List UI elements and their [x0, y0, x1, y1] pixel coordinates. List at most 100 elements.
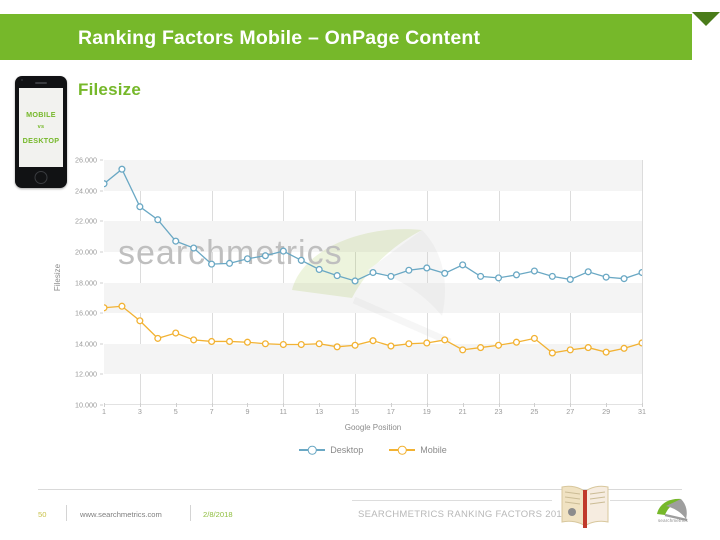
data-point[interactable]: [154, 216, 162, 224]
phone-screen: MOBILE vs DESKTOP: [19, 88, 63, 167]
chart-title: Filesize: [78, 80, 142, 99]
data-point[interactable]: [441, 269, 449, 277]
data-point[interactable]: [494, 274, 503, 282]
x-axis-tick: [426, 403, 428, 407]
legend-item-desktop[interactable]: Desktop: [299, 445, 363, 455]
data-point[interactable]: [369, 268, 377, 277]
data-point[interactable]: [494, 341, 503, 349]
data-point[interactable]: [530, 334, 538, 342]
footer-rule-right: [610, 500, 682, 501]
data-point[interactable]: [172, 237, 180, 245]
data-point[interactable]: [136, 203, 144, 211]
y-axis-tick-label: 26.000: [75, 155, 97, 165]
data-point[interactable]: [459, 261, 467, 269]
y-axis: 26.000 24.000 22.000 20.000 18.000 16.000 14.0…: [52, 155, 103, 410]
x-axis-tick: [534, 403, 536, 407]
data-point[interactable]: [225, 337, 234, 346]
data-point[interactable]: [387, 342, 395, 350]
data-point[interactable]: [225, 259, 234, 267]
data-point[interactable]: [512, 271, 521, 279]
y-axis-tick: [100, 190, 103, 192]
footer-separator: [190, 505, 191, 521]
data-point[interactable]: [512, 338, 521, 346]
data-point[interactable]: [243, 255, 252, 263]
phone-home-button-icon: [34, 171, 48, 184]
data-point[interactable]: [405, 266, 413, 274]
data-point[interactable]: [423, 264, 431, 272]
data-point[interactable]: [638, 339, 642, 347]
data-point[interactable]: [243, 338, 252, 346]
data-point[interactable]: [548, 349, 556, 357]
data-point[interactable]: [387, 272, 395, 280]
y-axis-tick: [100, 220, 103, 222]
data-point[interactable]: [477, 344, 485, 352]
data-point[interactable]: [261, 340, 269, 348]
data-point[interactable]: [297, 340, 305, 349]
x-axis-tick: [606, 403, 608, 407]
x-axis-tick-label: 25: [530, 407, 539, 416]
data-point[interactable]: [315, 265, 323, 274]
data-point[interactable]: [566, 275, 574, 283]
data-point[interactable]: [190, 244, 198, 252]
data-point[interactable]: [104, 304, 108, 312]
data-point[interactable]: [208, 260, 216, 268]
data-point[interactable]: [261, 252, 269, 260]
y-axis-tick-label: 12.000: [75, 369, 97, 379]
y-axis-tick-label: 16.000: [75, 308, 97, 318]
data-point[interactable]: [190, 336, 198, 344]
data-point[interactable]: [104, 180, 108, 188]
data-point[interactable]: [172, 329, 180, 337]
x-axis-tick-label: 9: [245, 407, 250, 416]
data-point[interactable]: [315, 340, 323, 348]
data-point[interactable]: [459, 346, 467, 354]
data-point[interactable]: [351, 341, 359, 349]
data-point[interactable]: [548, 272, 556, 280]
data-point[interactable]: [584, 344, 592, 352]
x-axis-tick-label: 19: [422, 407, 431, 416]
legend-swatch-mobile: [389, 445, 416, 455]
legend-label-desktop: Desktop: [330, 445, 364, 455]
data-point[interactable]: [279, 247, 287, 255]
footer-url[interactable]: www.searchmetrics.com: [80, 510, 162, 519]
y-axis-tick: [100, 251, 103, 253]
data-point[interactable]: [620, 344, 628, 352]
x-axis-tick-label: 17: [386, 407, 395, 416]
data-point[interactable]: [208, 337, 216, 346]
data-point[interactable]: [530, 267, 538, 275]
data-point[interactable]: [136, 317, 144, 325]
x-axis-tick: [462, 403, 464, 407]
data-point[interactable]: [477, 272, 485, 280]
data-point[interactable]: [423, 339, 431, 347]
data-point[interactable]: [566, 346, 574, 354]
data-point[interactable]: [118, 165, 126, 173]
x-axis-tick: [390, 403, 392, 407]
data-point[interactable]: [118, 302, 126, 310]
data-point[interactable]: [154, 334, 162, 342]
x-axis: 1 3 5 7 9 11 13 15 17 19 21 23 25 27 29 31: [102, 403, 646, 423]
x-axis-title: Google Position: [344, 423, 402, 432]
data-point[interactable]: [351, 277, 359, 285]
legend-item-mobile[interactable]: Mobile: [389, 445, 447, 455]
data-point[interactable]: [638, 268, 642, 277]
data-point[interactable]: [602, 273, 610, 281]
phone-text-desktop: DESKTOP: [22, 136, 60, 145]
line-mobile: [104, 305, 642, 354]
x-axis-tick-label: 23: [494, 407, 503, 416]
data-point[interactable]: [441, 336, 449, 344]
data-point[interactable]: [602, 348, 610, 356]
data-point[interactable]: [620, 275, 628, 283]
x-axis-tick: [211, 403, 213, 407]
corner-decoration: [692, 12, 720, 42]
data-point[interactable]: [584, 268, 592, 276]
data-point[interactable]: [369, 337, 377, 345]
data-point[interactable]: [333, 343, 341, 351]
x-axis-tick: [247, 403, 249, 407]
x-axis-tick: [319, 403, 321, 407]
data-point[interactable]: [279, 340, 287, 349]
data-point[interactable]: [297, 256, 305, 264]
y-axis-tick: [100, 282, 103, 283]
footer-rule-left: [352, 500, 552, 501]
x-axis-tick-label: 11: [279, 407, 288, 416]
data-point[interactable]: [405, 340, 413, 348]
data-point[interactable]: [333, 272, 341, 280]
